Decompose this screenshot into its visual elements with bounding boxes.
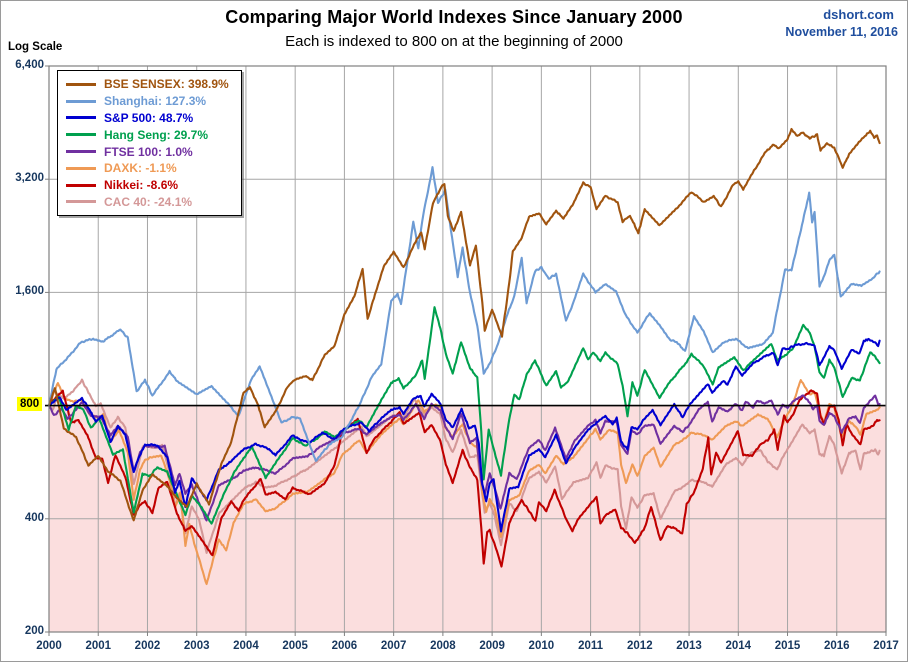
chart-title: Comparing Major World Indexes Since Janu… — [225, 7, 683, 27]
legend-item-sp-500: S&P 500: 48.7% — [66, 110, 229, 127]
series-line-shanghai — [47, 166, 881, 462]
y-tick-label: 6,400 — [15, 59, 44, 71]
x-tick-label: 2012 — [627, 640, 653, 652]
legend-swatch-nikkei — [66, 183, 96, 187]
x-tick-label: 2002 — [134, 640, 161, 652]
legend-label-shanghai: Shanghai: 127.3% — [104, 94, 207, 109]
legend-swatch-bse-sensex — [66, 82, 96, 86]
legend-item-ftse-100: FTSE 100: 1.0% — [66, 143, 229, 160]
y-tick-label-800-highlighted: 800 — [17, 396, 43, 411]
series-line-daxk — [47, 379, 881, 586]
legend-item-bse-sensex: BSE SENSEX: 398.9% — [66, 76, 229, 93]
x-tick-label: 2017 — [873, 640, 899, 652]
legend-swatch-sp-500 — [66, 116, 96, 120]
legend-swatch-daxk — [66, 166, 96, 170]
legend-item-daxk: DAXK: -1.1% — [66, 160, 229, 177]
series-line-hang-seng — [47, 306, 881, 525]
x-tick-label: 2015 — [774, 640, 801, 652]
legend-swatch-ftse-100 — [66, 150, 96, 154]
legend-swatch-shanghai — [66, 99, 96, 103]
series-line-bse-sensex — [47, 127, 881, 522]
x-tick-label: 2005 — [282, 640, 308, 652]
legend-item-nikkei: Nikkei: -8.6% — [66, 177, 229, 194]
series-line-sp-500 — [47, 337, 881, 533]
x-tick-label: 2004 — [233, 640, 259, 652]
x-tick-label: 2000 — [36, 640, 62, 652]
legend-label-bse-sensex: BSE SENSEX: 398.9% — [104, 77, 229, 92]
x-tick-label: 2006 — [331, 640, 358, 652]
x-tick-label: 2008 — [430, 640, 456, 652]
source-text: dshort.com — [823, 7, 894, 22]
x-tick-label: 2003 — [183, 640, 210, 652]
legend-item-cac-40: CAC 40: -24.1% — [66, 194, 229, 211]
series-line-nikkei — [47, 389, 881, 568]
x-tick-label: 2010 — [528, 640, 555, 652]
y-tick-label: 1,600 — [15, 285, 44, 298]
legend-label-daxk: DAXK: -1.1% — [104, 161, 177, 176]
legend-swatch-hang-seng — [66, 133, 96, 137]
legend-label-nikkei: Nikkei: -8.6% — [104, 178, 179, 193]
series-line-ftse-100 — [47, 394, 881, 522]
legend-label-ftse-100: FTSE 100: 1.0% — [104, 144, 193, 159]
legend-item-shanghai: Shanghai: 127.3% — [66, 93, 229, 110]
y-tick-label: 200 — [24, 625, 44, 637]
log-scale-label: Log Scale — [8, 41, 63, 53]
y-tick-label: 400 — [24, 511, 44, 524]
legend-label-sp-500: S&P 500: 48.7% — [104, 110, 194, 125]
legend: BSE SENSEX: 398.9% Shanghai: 127.3% S&P 50… — [57, 70, 242, 217]
plot-border — [48, 65, 887, 633]
x-tick-label: 2014 — [725, 640, 752, 652]
legend-label-hang-seng: Hang Seng: 29.7% — [104, 127, 209, 142]
date-text: November 11, 2016 — [785, 25, 898, 39]
x-tick-label: 2011 — [578, 640, 604, 652]
x-tick-label: 2013 — [676, 640, 702, 652]
chart-subtitle: Each is indexed to 800 on at the beginni… — [285, 33, 623, 50]
series-line-cac-40 — [47, 378, 881, 554]
legend-item-hang-seng: Hang Seng: 29.7% — [66, 126, 229, 143]
x-tick-label: 2009 — [479, 640, 505, 652]
x-tick-label: 2001 — [85, 640, 112, 652]
x-tick-label: 2016 — [823, 640, 850, 652]
x-tick-label: 2007 — [380, 640, 407, 652]
legend-label-cac-40: CAC 40: -24.1% — [104, 194, 193, 209]
y-tick-label: 3,200 — [15, 172, 44, 185]
legend-swatch-cac-40 — [66, 200, 96, 204]
